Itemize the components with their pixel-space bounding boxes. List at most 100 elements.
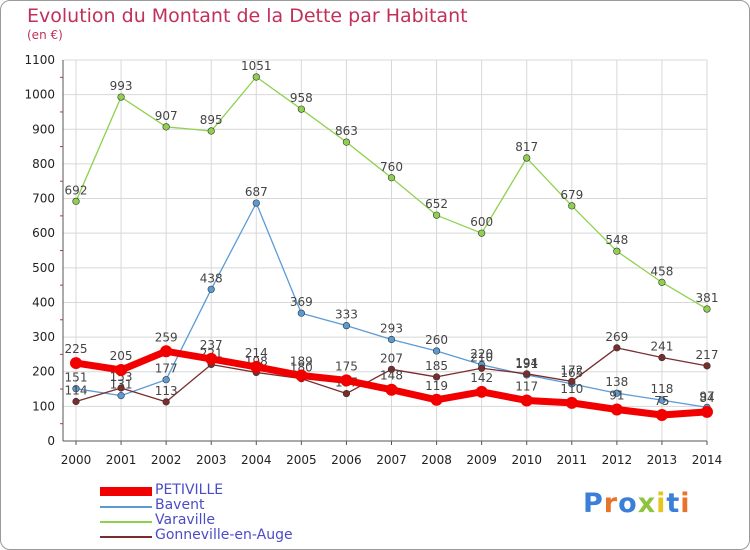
data-point-bavent bbox=[658, 396, 666, 404]
x-tick-label: 2014 bbox=[692, 453, 723, 467]
data-point-petiville bbox=[160, 345, 173, 358]
x-tick-label: 2010 bbox=[511, 453, 542, 467]
data-point-varaville bbox=[568, 202, 576, 210]
data-label-varaville: 652 bbox=[425, 197, 448, 211]
legend-swatch-petiville bbox=[100, 487, 152, 496]
data-point-gonneville-en-auge bbox=[117, 384, 125, 392]
data-point-bavent bbox=[252, 199, 260, 207]
data-point-gonneville-en-auge bbox=[432, 373, 441, 381]
data-point-petiville bbox=[340, 374, 353, 387]
data-label-petiville: 214 bbox=[245, 346, 268, 360]
data-label-bavent: 369 bbox=[290, 295, 313, 309]
data-point-gonneville-en-auge bbox=[658, 353, 666, 362]
data-label-varaville: 548 bbox=[605, 233, 628, 247]
data-point-varaville bbox=[703, 305, 711, 313]
data-label-bavent: 151 bbox=[65, 371, 88, 385]
data-label-petiville: 110 bbox=[560, 382, 583, 396]
data-point-bavent bbox=[613, 389, 621, 397]
data-point-gonneville-en-auge bbox=[703, 362, 711, 370]
data-point-petiville bbox=[520, 394, 533, 407]
data-point-gonneville-en-auge bbox=[568, 377, 576, 386]
x-tick-label: 2012 bbox=[602, 453, 633, 467]
data-label-gonneville-en-auge: 153 bbox=[110, 370, 133, 384]
y-tick-label: 100 bbox=[32, 399, 55, 413]
data-label-bavent: 97 bbox=[699, 389, 714, 403]
proxiti-logo: Proxiti bbox=[583, 488, 691, 519]
x-tick-label: 2001 bbox=[106, 453, 137, 467]
data-label-gonneville-en-auge: 194 bbox=[515, 356, 538, 370]
data-label-varaville: 863 bbox=[335, 124, 358, 138]
x-tick-label: 2002 bbox=[151, 453, 182, 467]
data-point-gonneville-en-auge bbox=[613, 344, 621, 352]
data-point-petiville bbox=[655, 409, 668, 422]
data-point-varaville bbox=[162, 123, 170, 131]
data-label-varaville: 895 bbox=[200, 113, 223, 127]
data-label-varaville: 1051 bbox=[241, 59, 272, 73]
y-tick-label: 700 bbox=[32, 192, 55, 206]
data-label-petiville: 225 bbox=[65, 342, 88, 356]
data-label-gonneville-en-auge: 210 bbox=[470, 350, 493, 364]
data-label-bavent: 191 bbox=[515, 357, 538, 371]
y-tick-label: 200 bbox=[32, 365, 55, 379]
data-label-petiville: 91 bbox=[609, 388, 624, 402]
data-point-bavent bbox=[72, 385, 80, 393]
data-point-petiville bbox=[385, 383, 398, 396]
data-point-varaville bbox=[297, 105, 305, 113]
data-point-varaville bbox=[207, 127, 215, 135]
data-point-gonneville-en-auge bbox=[342, 389, 351, 398]
data-label-varaville: 692 bbox=[65, 183, 88, 197]
y-tick-label: 400 bbox=[32, 295, 55, 309]
legend-label-petiville: PETIVILLE bbox=[155, 482, 224, 498]
data-label-bavent: 333 bbox=[335, 308, 358, 322]
x-tick-label: 2011 bbox=[557, 453, 588, 467]
legend-swatch-varaville bbox=[100, 520, 152, 523]
legend-item-gonneville-en-auge: Gonneville-en-Auge bbox=[100, 527, 360, 544]
x-tick-label: 2006 bbox=[331, 453, 362, 467]
data-point-gonneville-en-auge bbox=[387, 365, 396, 373]
y-tick-label: 0 bbox=[47, 434, 55, 448]
data-label-bavent: 687 bbox=[245, 185, 268, 199]
data-point-varaville bbox=[342, 138, 351, 146]
data-point-bavent bbox=[342, 322, 351, 330]
data-label-varaville: 958 bbox=[290, 91, 313, 105]
data-label-varaville: 993 bbox=[110, 79, 133, 93]
data-label-varaville: 907 bbox=[155, 109, 178, 123]
data-label-gonneville-en-auge: 113 bbox=[155, 384, 178, 398]
x-tick-label: 2004 bbox=[241, 453, 272, 467]
data-point-varaville bbox=[72, 197, 80, 205]
data-label-bavent: 138 bbox=[605, 375, 628, 389]
data-point-varaville bbox=[117, 93, 125, 101]
data-label-petiville: 175 bbox=[335, 359, 358, 373]
data-point-bavent bbox=[117, 392, 125, 400]
data-point-gonneville-en-auge bbox=[478, 364, 486, 372]
data-point-varaville bbox=[478, 229, 486, 237]
data-label-gonneville-en-auge: 185 bbox=[425, 359, 448, 373]
data-point-petiville bbox=[430, 393, 443, 406]
data-point-bavent bbox=[162, 376, 170, 384]
legend-item-petiville: PETIVILLE bbox=[100, 482, 360, 499]
y-tick-label: 600 bbox=[32, 226, 55, 240]
data-point-gonneville-en-auge bbox=[523, 370, 531, 378]
x-tick-label: 2008 bbox=[421, 453, 452, 467]
y-tick-label: 900 bbox=[32, 122, 55, 136]
data-label-petiville: 259 bbox=[155, 330, 178, 344]
data-label-petiville: 119 bbox=[425, 379, 448, 393]
data-label-gonneville-en-auge: 269 bbox=[605, 330, 628, 344]
x-tick-label: 2007 bbox=[376, 453, 407, 467]
data-point-petiville bbox=[565, 396, 578, 409]
data-label-varaville: 817 bbox=[515, 140, 538, 154]
data-label-petiville: 237 bbox=[200, 338, 223, 352]
data-label-bavent: 260 bbox=[425, 333, 448, 347]
data-label-petiville: 117 bbox=[515, 379, 538, 393]
legend: PETIVILLE Bavent Varaville Gonneville-en-Au… bbox=[100, 482, 360, 544]
data-point-gonneville-en-auge bbox=[162, 398, 170, 406]
data-label-petiville: 205 bbox=[110, 349, 133, 363]
chart-title: Evolution du Montant de la Dette par Hab… bbox=[27, 5, 468, 27]
legend-swatch-bavent bbox=[100, 505, 152, 508]
legend-label-gonneville-en-auge: Gonneville-en-Auge bbox=[155, 527, 293, 543]
data-label-petiville: 148 bbox=[380, 369, 403, 383]
data-point-petiville bbox=[610, 403, 623, 416]
x-tick-label: 2000 bbox=[61, 453, 92, 467]
data-point-varaville bbox=[252, 73, 260, 81]
legend-label-bavent: Bavent bbox=[155, 497, 205, 513]
